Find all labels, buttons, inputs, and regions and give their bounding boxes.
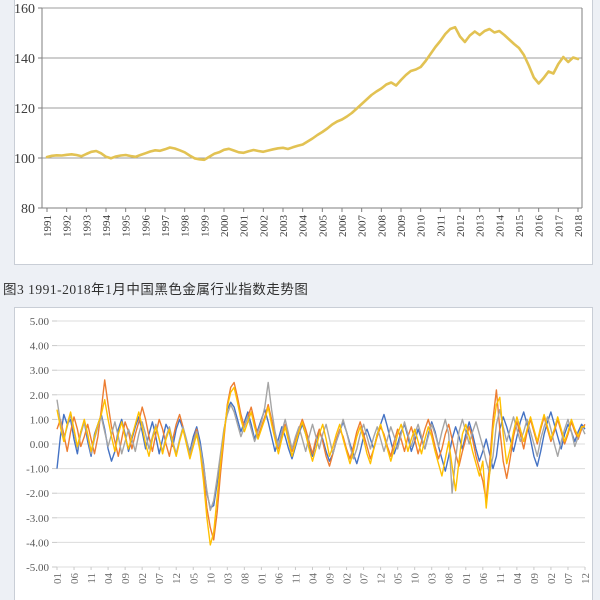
bottom-chart-card — [14, 307, 593, 600]
figure-caption: 图3 1991-2018年1月中国黑色金属行业指数走势图 — [3, 282, 309, 297]
top-chart-card — [14, 0, 593, 265]
